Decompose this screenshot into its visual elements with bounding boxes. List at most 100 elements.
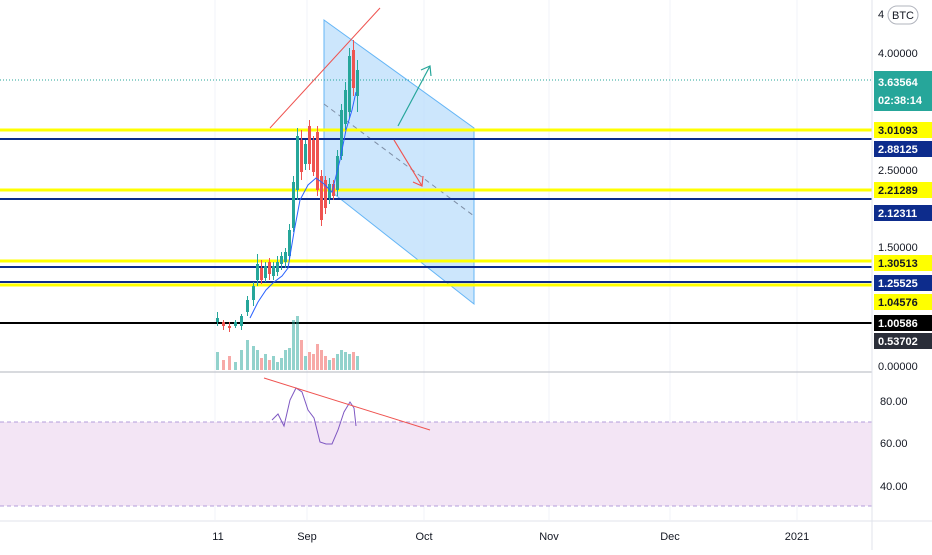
price-trendline[interactable] bbox=[269, 7, 381, 129]
indicator-line bbox=[271, 387, 357, 445]
level-label: 0.53702 bbox=[878, 336, 918, 348]
currency-badge-label: BTC bbox=[892, 10, 914, 22]
volume-bar bbox=[246, 340, 249, 370]
candle bbox=[264, 262, 267, 282]
level-label: 2.12311 bbox=[878, 208, 917, 220]
volume-bar bbox=[328, 360, 331, 370]
price-tick: 2.50000 bbox=[878, 165, 918, 177]
volume-bar bbox=[348, 354, 351, 370]
level-label: 1.00586 bbox=[878, 318, 918, 330]
axis-settings-button[interactable] bbox=[875, 527, 929, 547]
level-label: 2.88125 bbox=[878, 144, 918, 156]
indicator-axis[interactable]: 80.00 60.00 40.00 bbox=[880, 396, 908, 493]
volume-bar bbox=[256, 350, 259, 370]
volume-bar bbox=[272, 356, 275, 370]
volume-bar bbox=[304, 356, 307, 370]
indicator-band bbox=[0, 422, 872, 506]
candle bbox=[312, 136, 315, 176]
level-label: 1.25525 bbox=[878, 278, 918, 290]
volume-bar bbox=[276, 362, 279, 370]
price-axis[interactable]: 4.00000 2.50000 1.50000 0.00000 bbox=[878, 48, 918, 373]
candle bbox=[328, 178, 331, 204]
candle bbox=[348, 48, 351, 118]
time-axis[interactable]: 11 Sep Oct Nov Dec 2021 bbox=[212, 531, 809, 543]
candle bbox=[246, 296, 249, 316]
candle bbox=[316, 126, 319, 196]
level-label: 1.04576 bbox=[878, 297, 918, 309]
volume-bar bbox=[268, 360, 271, 370]
volume-bar bbox=[344, 352, 347, 370]
volume-bar bbox=[260, 358, 263, 370]
price-tick: 0.00000 bbox=[878, 361, 918, 373]
last-price-label-bg bbox=[874, 71, 932, 111]
candle bbox=[320, 170, 323, 226]
volume-bar bbox=[222, 360, 225, 370]
candle bbox=[352, 40, 355, 96]
moving-average-line bbox=[249, 91, 357, 319]
time-label: Dec bbox=[660, 531, 680, 543]
time-label: Nov bbox=[539, 531, 559, 543]
candle bbox=[332, 180, 335, 200]
volume-bar bbox=[264, 354, 267, 370]
candle bbox=[304, 140, 307, 170]
last-price-value: 3.63564 bbox=[878, 77, 919, 89]
candle bbox=[280, 252, 283, 270]
candle bbox=[222, 320, 225, 330]
price-tick: 1.50000 bbox=[878, 242, 918, 254]
volume-bar bbox=[316, 344, 319, 370]
candlesticks bbox=[216, 40, 359, 332]
volume-bar bbox=[336, 354, 339, 370]
volume-bar bbox=[332, 358, 335, 370]
level-label: 1.30513 bbox=[878, 258, 918, 270]
candle bbox=[308, 120, 311, 170]
candle bbox=[260, 260, 263, 284]
volume-bar bbox=[228, 356, 231, 370]
candle bbox=[288, 224, 291, 260]
price-tick: 4.00000 bbox=[878, 48, 918, 60]
level-label: 2.21289 bbox=[878, 185, 918, 197]
candle bbox=[252, 282, 255, 306]
volume-bar bbox=[280, 358, 283, 370]
indicator-divergence-line[interactable] bbox=[263, 377, 431, 431]
candle bbox=[276, 256, 279, 276]
volume-bar bbox=[312, 354, 315, 370]
candle bbox=[228, 322, 231, 332]
volume-bar bbox=[292, 320, 295, 370]
volume-bar bbox=[216, 352, 219, 370]
indicator-tick: 60.00 bbox=[880, 438, 908, 450]
price-level-labels[interactable]: 3.01093 2.88125 2.21289 2.12311 1.30513 … bbox=[874, 122, 932, 349]
channel-midline[interactable] bbox=[323, 103, 475, 217]
candle bbox=[256, 254, 259, 286]
arrow-up-right-icon[interactable] bbox=[397, 65, 432, 127]
arrow-down-right-icon[interactable] bbox=[393, 139, 424, 187]
volume-bars bbox=[216, 316, 359, 370]
candle bbox=[268, 258, 271, 280]
volume-bar bbox=[352, 352, 355, 370]
candle bbox=[234, 320, 237, 328]
time-label: Oct bbox=[415, 531, 432, 543]
candle bbox=[216, 312, 219, 326]
time-label: Sep bbox=[297, 531, 317, 543]
volume-bar bbox=[356, 356, 359, 370]
volume-bar bbox=[308, 352, 311, 370]
indicator-tick: 40.00 bbox=[880, 481, 908, 493]
volume-bar bbox=[252, 346, 255, 370]
currency-badge[interactable] bbox=[887, 5, 919, 25]
candle bbox=[284, 248, 287, 268]
candle bbox=[300, 130, 303, 180]
volume-bar bbox=[234, 362, 237, 370]
candle bbox=[344, 82, 347, 130]
candle bbox=[356, 60, 359, 112]
candle bbox=[324, 176, 327, 214]
volume-bar bbox=[288, 348, 291, 370]
price-level-lines[interactable] bbox=[0, 128, 872, 324]
symbol-badge-prefix: 4 bbox=[878, 9, 884, 21]
candle bbox=[296, 128, 299, 200]
time-label: 11 bbox=[212, 531, 223, 543]
volume-bar bbox=[300, 340, 303, 370]
candle bbox=[272, 262, 275, 280]
indicator-tick: 80.00 bbox=[880, 396, 908, 408]
candle bbox=[292, 176, 295, 232]
